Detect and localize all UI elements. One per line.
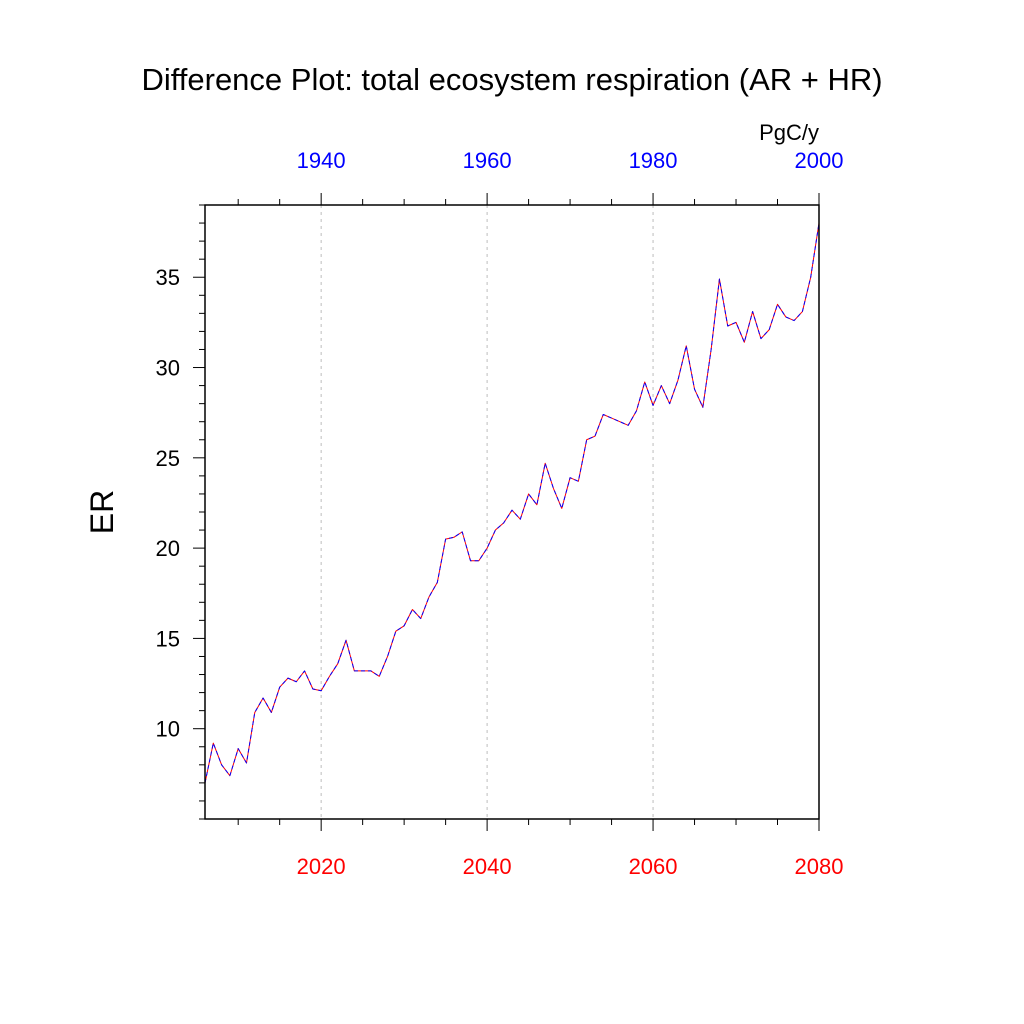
plot-frame — [204, 204, 820, 820]
y-tick-label: 35 — [156, 265, 180, 290]
chart-title: Difference Plot: total ecosystem respira… — [141, 62, 882, 97]
y-tick-label: 20 — [156, 536, 180, 561]
series-line-1 — [204, 222, 820, 783]
x-bottom-tick-label: 2020 — [297, 854, 346, 879]
grid-layer — [320, 205, 654, 819]
y-tick-label: 25 — [156, 446, 180, 471]
y-tick-label: 30 — [156, 356, 180, 381]
x-top-tick-label: 2000 — [795, 148, 844, 173]
x-bottom-tick-label: 2080 — [795, 854, 844, 879]
tick-layer — [193, 193, 820, 831]
x-top-tick-label: 1940 — [297, 148, 346, 173]
series-line-2 — [204, 222, 820, 783]
x-bottom-tick-label: 2060 — [629, 854, 678, 879]
y-axis-label: ER — [84, 490, 120, 534]
x-bottom-tick-label: 2040 — [463, 854, 512, 879]
y-tick-label: 15 — [156, 626, 180, 651]
units-label: PgC/y — [759, 120, 819, 145]
x-top-tick-label: 1980 — [629, 148, 678, 173]
x-top-tick-label: 1960 — [463, 148, 512, 173]
series-layer — [204, 222, 820, 783]
y-tick-label: 10 — [156, 717, 180, 742]
label-layer: 10 15 20 25 30 35 2020 2040 2060 2080 1940 1960 1980… — [156, 148, 844, 879]
